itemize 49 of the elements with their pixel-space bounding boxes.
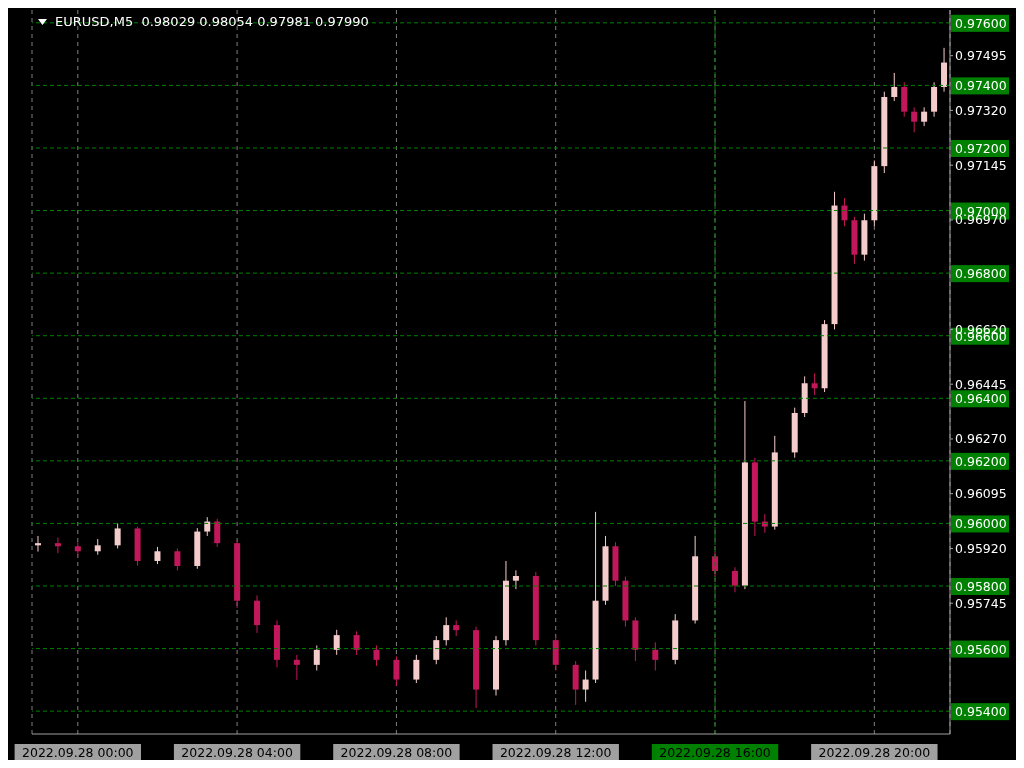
candlestick — [293, 654, 300, 681]
x-tick-label: 2022.09.28 16:00 — [659, 745, 771, 760]
y-tick-label: 0.97145 — [955, 157, 1007, 173]
ref-line-label: 0.97200 — [955, 140, 1007, 156]
x-tick-label: 2022.09.28 08:00 — [340, 745, 453, 760]
ref-line-label: 0.96000 — [955, 516, 1007, 532]
ref-line-label: 0.97400 — [955, 78, 1007, 94]
y-tick-label: 0.96095 — [955, 486, 1007, 502]
candlestick — [921, 106, 928, 127]
candlestick — [54, 537, 61, 554]
x-tick-label: 2022.09.28 12:00 — [499, 745, 612, 760]
candlestick — [582, 669, 589, 703]
candlestick — [114, 522, 121, 549]
candlestick — [393, 655, 400, 687]
ref-line-label: 0.97600 — [955, 15, 1007, 31]
candlestick — [841, 197, 848, 227]
y-tick-label: 0.95745 — [955, 595, 1007, 611]
candlestick — [652, 641, 659, 671]
y-tick-label: 0.95920 — [955, 540, 1007, 556]
candlestick — [731, 566, 738, 593]
y-tick-label: 0.96270 — [955, 431, 1007, 447]
x-tick-label: 2022.09.28 00:00 — [22, 745, 134, 760]
candlestick — [413, 654, 420, 684]
y-tick-label: 0.97320 — [955, 102, 1007, 118]
candlestick — [214, 518, 221, 548]
candlestick — [443, 616, 450, 646]
candlestick — [333, 629, 340, 656]
candlestick — [204, 516, 211, 537]
x-tick-label: 2022.09.28 04:00 — [181, 745, 293, 760]
ref-line-label: 0.96400 — [955, 391, 1007, 407]
candlestick — [891, 72, 898, 102]
ref-line-label: 0.95800 — [955, 579, 1007, 595]
chart-title: EURUSD,M5 0.98029 0.98054 0.97981 0.97990 — [55, 14, 369, 29]
candlestick — [313, 644, 320, 671]
ref-line-label: 0.95400 — [955, 704, 1007, 720]
candlestick — [911, 106, 918, 133]
ref-line-label: 0.96800 — [955, 266, 1007, 282]
candlestick — [433, 635, 440, 665]
y-tick-label: 0.97495 — [955, 48, 1007, 64]
x-tick-label: 2022.09.28 20:00 — [818, 745, 931, 760]
ref-line-label: 0.96200 — [955, 453, 1007, 469]
candlestick — [353, 630, 360, 656]
candlestick — [174, 547, 181, 571]
candlestick — [373, 644, 380, 667]
candlestick — [512, 569, 519, 590]
y-tick-label: 0.96445 — [955, 376, 1007, 392]
candlestick — [811, 372, 818, 396]
ref-line-label: 0.95600 — [955, 641, 1007, 657]
candlestick — [35, 535, 41, 553]
